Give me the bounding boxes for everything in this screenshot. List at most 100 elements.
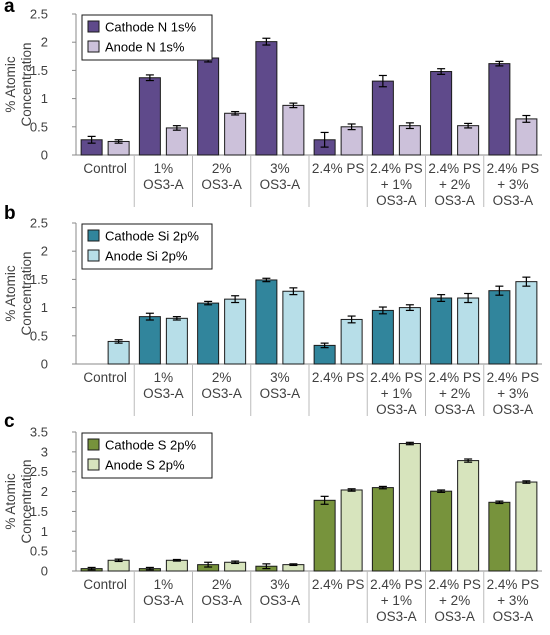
category-label-line: 1% bbox=[154, 577, 174, 592]
y-tick-label: 1.5 bbox=[30, 504, 48, 519]
category-label-line: Control bbox=[83, 577, 127, 592]
bar bbox=[515, 281, 538, 365]
bar bbox=[138, 77, 161, 156]
bar bbox=[313, 499, 336, 572]
category-label-line: 2% bbox=[212, 161, 232, 176]
y-axis-label-line: % Atomic bbox=[3, 473, 18, 530]
y-tick-label: 1 bbox=[41, 91, 48, 106]
category-label: 2% OS3-A bbox=[201, 370, 242, 401]
category-label: 2.4% PS bbox=[312, 370, 365, 385]
y-tick-label: 2.5 bbox=[30, 216, 48, 231]
y-axis-label: % AtomicConcentration bbox=[3, 459, 34, 543]
category-label-line: OS3-A bbox=[376, 402, 417, 417]
bar bbox=[430, 490, 453, 572]
bar bbox=[488, 501, 511, 572]
y-tick-label: 1 bbox=[41, 300, 48, 315]
bar bbox=[255, 41, 278, 156]
category-label-line: OS3-A bbox=[143, 593, 184, 608]
category-label-line: OS3-A bbox=[493, 609, 534, 624]
legend-label: Cathode S 2p% bbox=[105, 438, 197, 453]
bar bbox=[138, 316, 161, 365]
y-axis-label-line: Concentration bbox=[19, 459, 34, 543]
bar bbox=[457, 297, 480, 365]
bar bbox=[340, 489, 363, 572]
category-label-line: OS3-A bbox=[143, 386, 184, 401]
category-label-line: 2.4% PS bbox=[428, 577, 481, 592]
category-label-line: 2% bbox=[212, 577, 232, 592]
y-tick-label: 3.5 bbox=[30, 425, 48, 440]
category-label: 2.4% PS + 3% OS3-A bbox=[487, 161, 540, 208]
category-label: 2.4% PS + 3% OS3-A bbox=[487, 577, 540, 624]
bar bbox=[165, 127, 188, 156]
legend-box bbox=[81, 14, 213, 61]
category-label: 2% OS3-A bbox=[201, 161, 242, 192]
bar bbox=[488, 290, 511, 365]
legend-box bbox=[81, 223, 213, 270]
panel-letter: a bbox=[4, 0, 15, 17]
category-label: 2.4% PS bbox=[312, 577, 365, 592]
category-label-line: 2.4% PS bbox=[487, 161, 540, 176]
category-label: 1% OS3-A bbox=[143, 370, 184, 401]
category-label-line: + 1% bbox=[381, 177, 412, 192]
category-label-line: 2% bbox=[212, 370, 232, 385]
y-axis-label-line: % Atomic bbox=[3, 265, 18, 322]
category-label: 2.4% PS + 1% OS3-A bbox=[370, 577, 423, 624]
panel-letter: b bbox=[4, 203, 16, 224]
chart-panel-a: a 0 0.5 1 1.5 2 2.5 % AtomicConcentration Contro… bbox=[3, 0, 542, 208]
y-axis-label: % AtomicConcentration bbox=[3, 251, 34, 335]
bar bbox=[457, 125, 480, 156]
bar bbox=[398, 125, 421, 156]
bar bbox=[398, 307, 421, 365]
category-label-line: 1% bbox=[154, 161, 174, 176]
category-label-line: + 3% bbox=[497, 386, 528, 401]
y-tick-label: 0.5 bbox=[30, 328, 48, 343]
category-label-line: Control bbox=[83, 370, 127, 385]
bar bbox=[197, 57, 220, 156]
category-label: 2.4% PS bbox=[312, 161, 365, 176]
legend-swatch bbox=[87, 458, 100, 471]
category-label-line: OS3-A bbox=[376, 609, 417, 624]
category-label: 2.4% PS + 2% OS3-A bbox=[428, 577, 481, 624]
category-label-line: + 1% bbox=[381, 593, 412, 608]
bar bbox=[515, 118, 538, 156]
category-label: 2.4% PS + 2% OS3-A bbox=[428, 161, 481, 208]
category-label-line: OS3-A bbox=[260, 386, 301, 401]
bar bbox=[371, 80, 394, 156]
category-label-line: OS3-A bbox=[493, 193, 534, 208]
category-label-line: OS3-A bbox=[434, 402, 475, 417]
category-label-line: 2.4% PS bbox=[312, 370, 365, 385]
category-label: Control bbox=[83, 161, 127, 176]
category-label-line: OS3-A bbox=[201, 177, 242, 192]
bar bbox=[282, 104, 305, 156]
category-label-line: 2.4% PS bbox=[487, 370, 540, 385]
category-label-line: OS3-A bbox=[376, 193, 417, 208]
legend-box bbox=[81, 432, 213, 479]
category-label: 2.4% PS + 3% OS3-A bbox=[487, 370, 540, 417]
y-tick-label: 0.5 bbox=[30, 544, 48, 559]
category-label: 2% OS3-A bbox=[201, 577, 242, 608]
y-tick-label: 2 bbox=[41, 35, 48, 50]
y-tick-label: 0 bbox=[41, 564, 48, 579]
category-label-line: 3% bbox=[270, 161, 290, 176]
category-label-line: OS3-A bbox=[434, 609, 475, 624]
chart-panel-b: b 0 0.5 1 1.5 2 2.5 % AtomicConcentration Contro… bbox=[3, 203, 542, 417]
category-label-line: + 3% bbox=[497, 593, 528, 608]
y-axis-label: % AtomicConcentration bbox=[3, 42, 34, 126]
legend-label: Cathode Si 2p% bbox=[105, 229, 199, 244]
y-tick-label: 0.5 bbox=[30, 119, 48, 134]
category-label-line: 1% bbox=[154, 370, 174, 385]
bar bbox=[282, 290, 305, 365]
legend-swatch bbox=[87, 229, 100, 242]
legend-swatch bbox=[87, 438, 100, 451]
y-axis-label-line: % Atomic bbox=[3, 56, 18, 113]
category-label: 1% OS3-A bbox=[143, 577, 184, 608]
bar bbox=[224, 298, 247, 365]
y-tick-label: 0 bbox=[41, 148, 48, 163]
bar bbox=[197, 302, 220, 365]
bar bbox=[340, 318, 363, 365]
category-label: 2.4% PS + 1% OS3-A bbox=[370, 161, 423, 208]
category-label-line: 2.4% PS bbox=[312, 577, 365, 592]
bar bbox=[165, 559, 188, 572]
category-label-line: OS3-A bbox=[143, 177, 184, 192]
